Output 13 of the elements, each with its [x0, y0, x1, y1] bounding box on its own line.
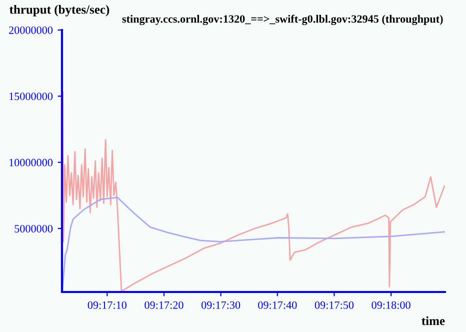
x-tick-label: 09:17:40: [258, 301, 297, 309]
y-tick-label: 5000000: [14, 224, 53, 232]
y-tick-label: 20000000: [9, 26, 53, 34]
x-tick-label: 09:17:20: [144, 301, 184, 309]
x-axis-title: time: [422, 316, 445, 326]
y-axis-title: thruput (bytes/sec): [10, 4, 110, 16]
x-tick-label: 09:17:30: [201, 301, 240, 309]
x-tick-label: 09:17:10: [88, 301, 126, 309]
chart-title: stingray.ccs.ornl.gov:1320_==>_swift-g0.lbl.gov:32945 (throughput): [122, 14, 443, 26]
y-tick-label: 15000000: [10, 92, 53, 100]
x-tick-label: 09:17:50: [314, 301, 354, 309]
y-tick-label: 10000000: [10, 158, 53, 166]
x-tick-label: 09:18:00: [372, 301, 410, 309]
